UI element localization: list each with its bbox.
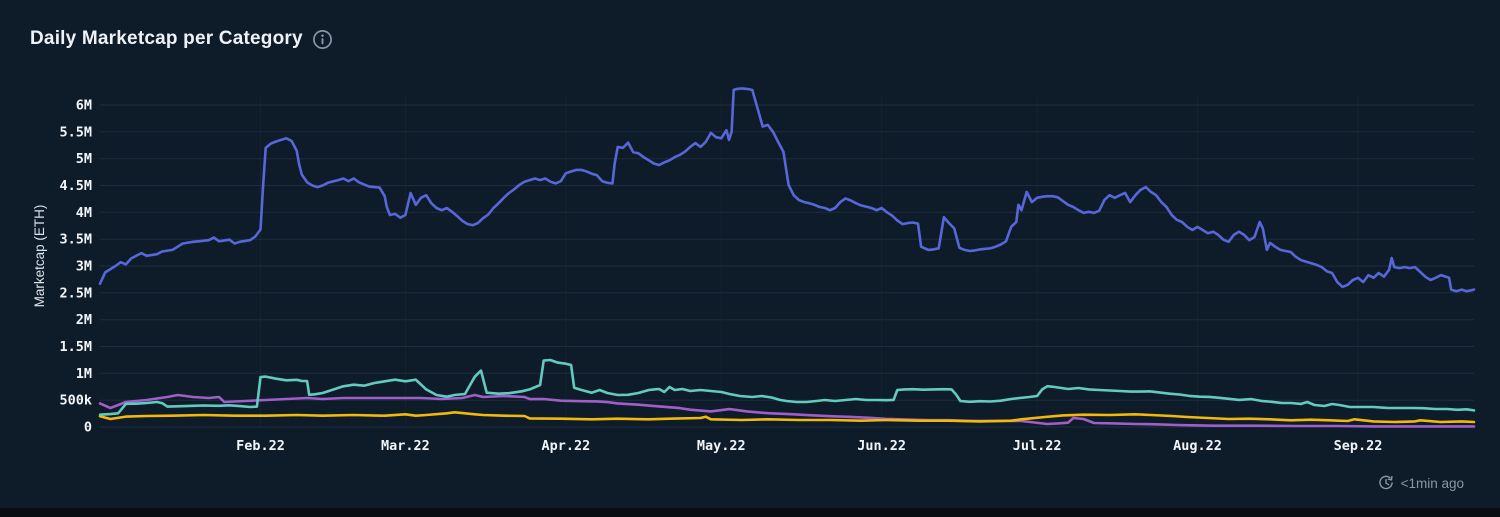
x-tick-label: May.22 [697,438,746,454]
y-tick-label: 2M [76,312,92,328]
page-background-strip [0,508,1500,517]
last-updated: <1min ago [1378,475,1464,491]
x-tick-label: Feb.22 [236,438,285,454]
x-tick-label: Sep.22 [1334,438,1383,454]
y-tick-label: 5M [76,151,92,167]
y-tick-label: 2.5M [59,285,92,301]
y-tick-label: 500k [59,393,92,409]
y-tick-label: 4M [76,205,92,221]
clock-refresh-icon [1378,475,1394,491]
y-tick-label: 1M [76,366,92,382]
last-updated-text: <1min ago [1400,475,1464,491]
y-tick-label: 3M [76,259,92,275]
series-yellow [98,410,1476,424]
chart-header: Daily Marketcap per Category [30,28,333,50]
x-tick-label: Aug.22 [1173,438,1222,454]
y-tick-label: 6M [76,98,92,114]
y-axis-title: Marketcap (ETH) [32,204,47,308]
series-blue [98,87,1476,293]
y-tick-label: 1.5M [59,339,92,355]
x-tick-label: Apr.22 [542,438,591,454]
y-tick-label: 0 [84,420,92,436]
series-teal [98,358,1476,417]
page-title: Daily Marketcap per Category [30,28,303,49]
info-icon[interactable] [312,29,333,50]
series-purple [98,393,1476,428]
y-tick-label: 4.5M [59,178,92,194]
x-tick-label: Jul.22 [1013,438,1062,454]
x-tick-label: Mar.22 [381,438,430,454]
y-tick-label: 3.5M [59,232,92,248]
x-tick-label: Jun.22 [857,438,906,454]
y-tick-label: 5.5M [59,124,92,140]
